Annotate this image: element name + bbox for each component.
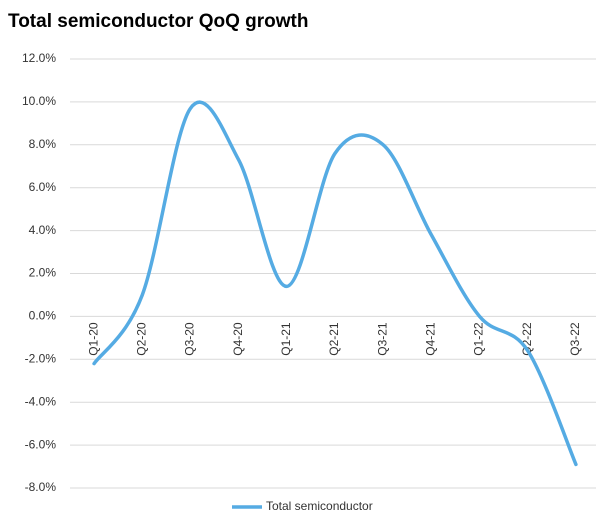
y-tick-label: 4.0%	[29, 223, 57, 237]
data-line	[92, 100, 578, 467]
y-tick-label: -6.0%	[25, 437, 57, 451]
y-tick-label: 2.0%	[29, 266, 57, 280]
x-tick-label: Q1-20	[86, 322, 100, 356]
x-tick-label: Q2-20	[134, 322, 148, 356]
legend-label: Total semiconductor	[266, 499, 373, 513]
y-tick-label: 6.0%	[29, 180, 57, 194]
x-tick-label: Q1-22	[472, 322, 486, 356]
x-tick-label: Q2-21	[327, 322, 341, 356]
y-tick-label: -2.0%	[25, 351, 57, 365]
x-tick-label: Q1-21	[279, 322, 293, 356]
x-tick-label: Q4-21	[424, 322, 438, 356]
y-tick-label: -8.0%	[25, 480, 57, 494]
x-tick-label: Q3-21	[375, 322, 389, 356]
x-tick-label: Q3-20	[183, 322, 197, 356]
y-tick-label: 10.0%	[22, 94, 56, 108]
y-tick-label: 0.0%	[29, 309, 57, 323]
chart-title: Total semiconductor QoQ growth	[8, 11, 308, 32]
y-tick-label: -4.0%	[25, 394, 57, 408]
x-tick-label: Q3-22	[568, 322, 582, 356]
x-tick-label: Q4-20	[231, 322, 245, 356]
y-tick-label: 12.0%	[22, 51, 56, 65]
y-tick-label: 8.0%	[29, 137, 57, 151]
